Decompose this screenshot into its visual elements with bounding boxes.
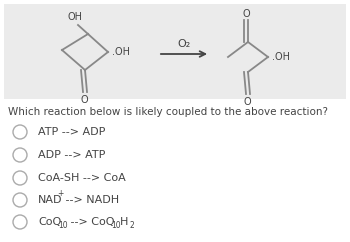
- Text: --> CoQ: --> CoQ: [67, 217, 114, 227]
- Text: ATP --> ADP: ATP --> ADP: [38, 127, 105, 137]
- Text: H: H: [120, 217, 128, 227]
- Text: O₂: O₂: [177, 39, 191, 49]
- FancyBboxPatch shape: [4, 4, 346, 99]
- Text: --> NADH: --> NADH: [62, 195, 119, 205]
- Text: .OH: .OH: [272, 52, 290, 62]
- Text: CoA-SH --> CoA: CoA-SH --> CoA: [38, 173, 126, 183]
- Text: CoQ: CoQ: [38, 217, 61, 227]
- Text: 10: 10: [111, 221, 121, 230]
- Text: O: O: [243, 97, 251, 107]
- Text: 10: 10: [58, 221, 68, 230]
- Text: +: +: [57, 189, 63, 198]
- Text: 2: 2: [129, 221, 134, 230]
- Text: ADP --> ATP: ADP --> ATP: [38, 150, 105, 160]
- Text: Which reaction below is likely coupled to the above reaction?: Which reaction below is likely coupled t…: [8, 107, 328, 117]
- Text: O: O: [242, 9, 250, 19]
- Text: .OH: .OH: [112, 47, 130, 57]
- Text: O: O: [80, 95, 88, 105]
- Text: NAD: NAD: [38, 195, 63, 205]
- Text: OH: OH: [68, 12, 83, 22]
